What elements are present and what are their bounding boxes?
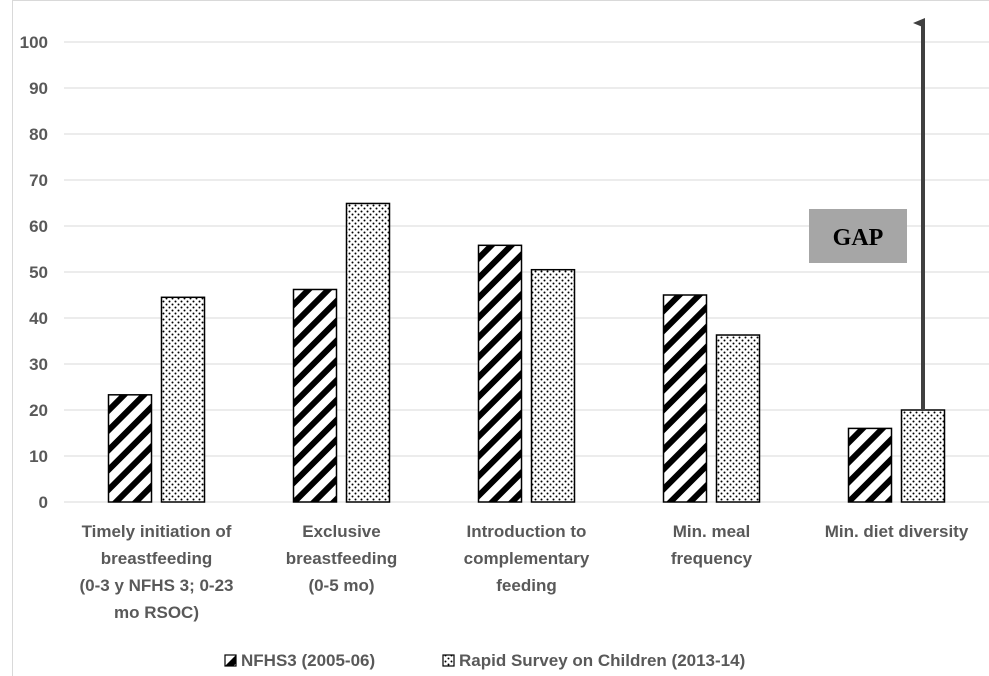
bar-nfhs3 <box>107 394 153 503</box>
bar-rsoc <box>345 202 391 503</box>
bar-rsoc <box>715 334 761 503</box>
gridlines <box>64 41 989 503</box>
x-category-label: Min. meal frequency <box>671 522 753 568</box>
y-tick-label: 50 <box>29 263 48 282</box>
bar-rsoc <box>530 268 576 503</box>
y-tick-label: 100 <box>20 33 48 52</box>
y-tick-label: 80 <box>29 125 48 144</box>
gap-label: GAP <box>833 225 884 251</box>
legend-swatch <box>224 654 237 667</box>
chart-frame <box>12 0 989 676</box>
bar-nfhs3 <box>847 427 893 503</box>
y-tick-label: 20 <box>29 401 48 420</box>
y-tick-label: 60 <box>29 217 48 236</box>
bars <box>107 202 946 503</box>
legend-item-nfhs3: NFHS3 (2005-06) <box>224 651 375 670</box>
legend: NFHS3 (2005-06) Rapid Survey on Children … <box>224 651 745 670</box>
y-tick-label: 30 <box>29 355 48 374</box>
y-tick-label: 40 <box>29 309 48 328</box>
x-category-label: Introduction to complementary feeding <box>464 522 590 595</box>
gap-label-box <box>809 209 907 263</box>
bar-nfhs3 <box>477 244 523 503</box>
y-tick-label: 70 <box>29 171 48 190</box>
legend-swatch <box>442 654 455 667</box>
bar-nfhs3 <box>292 288 338 503</box>
legend-label: Rapid Survey on Children (2013-14) <box>459 651 745 670</box>
legend-label: NFHS3 (2005-06) <box>241 651 375 670</box>
y-tick-label: 10 <box>29 447 48 466</box>
bar-rsoc <box>160 296 206 503</box>
bar-nfhs3 <box>662 294 708 503</box>
y-axis-ticks: 0 10 20 30 40 50 60 70 80 90 100 <box>20 33 48 512</box>
x-category-label: Exclusive breastfeeding (0-5 mo) <box>286 522 397 595</box>
x-axis-labels: Timely initiation of breastfeeding (0-3 y … <box>80 522 969 622</box>
legend-item-rsoc: Rapid Survey on Children (2013-14) <box>442 651 745 670</box>
bar-rsoc <box>900 409 946 503</box>
x-category-label: Timely initiation of breastfeeding (0-3 y … <box>80 522 234 622</box>
gap-annotation: GAP <box>809 18 925 410</box>
y-tick-label: 0 <box>39 493 48 512</box>
x-category-label: Min. diet diversity <box>825 522 969 541</box>
y-tick-label: 90 <box>29 79 48 98</box>
